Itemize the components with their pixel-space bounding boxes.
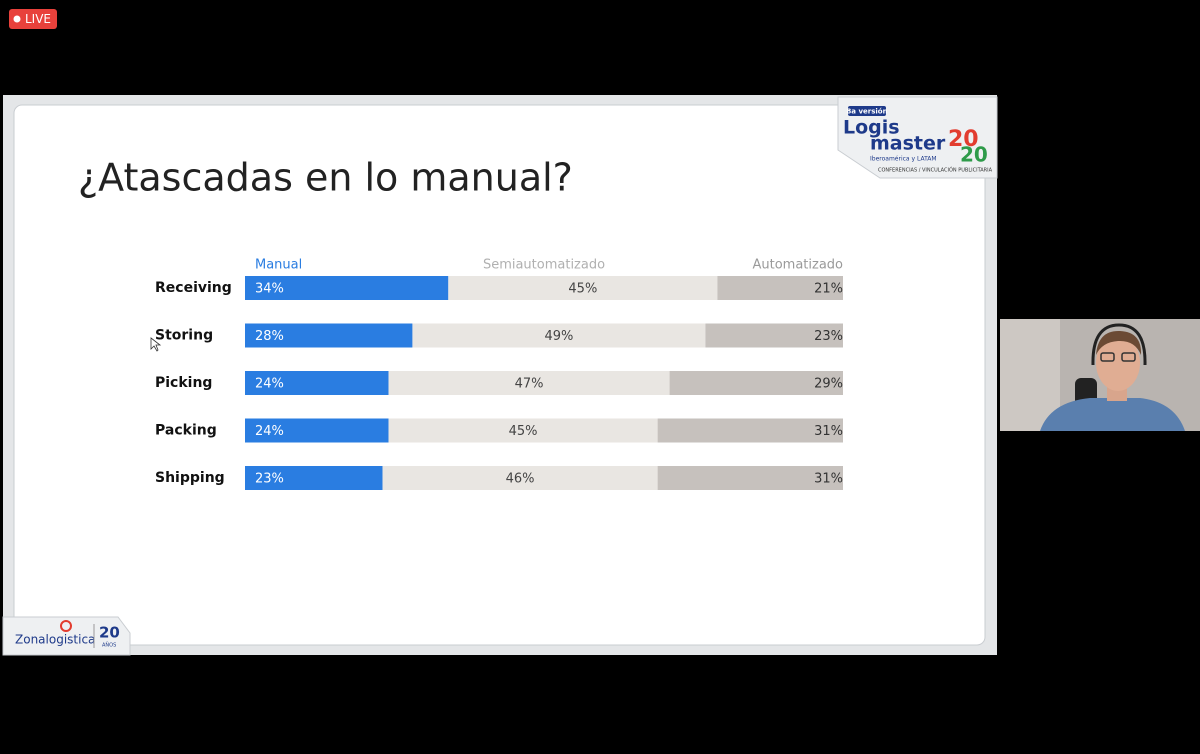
bar-segment <box>245 466 383 490</box>
webcam-face <box>1096 335 1140 391</box>
webcam-wall <box>1000 319 1060 431</box>
value-label: 31% <box>814 424 843 439</box>
value-label: 23% <box>255 472 284 487</box>
logo-year: 20 <box>948 127 979 152</box>
logo-word: master <box>870 133 946 155</box>
webcam-shirt <box>1040 398 1185 431</box>
legend-label: Automatizado <box>752 258 843 273</box>
bar-segment <box>388 418 658 443</box>
value-label: 45% <box>568 282 597 297</box>
value-label: 46% <box>506 472 535 487</box>
webcam-hair <box>1096 330 1142 355</box>
slide-title: ¿Atascadas en lo manual? <box>78 156 573 200</box>
chart: Manual Semiautomatizado Automatizado Receiv… <box>155 258 843 490</box>
bar-segment <box>382 466 658 490</box>
footer-icon <box>60 620 72 632</box>
webcam-glasses <box>1100 352 1115 362</box>
value-label: 21% <box>814 282 843 297</box>
value-label: 23% <box>814 329 843 344</box>
category-label: Storing <box>155 328 213 344</box>
logo-tagline: CONFERENCIAS / VINCULACIÓN PUBLICITARIA <box>878 167 993 174</box>
bar-segment <box>245 276 449 300</box>
bar-segment <box>669 371 843 395</box>
category-label: Shipping <box>155 470 225 486</box>
webcam-tile[interactable] <box>1000 319 1200 431</box>
category-label: Packing <box>155 423 217 439</box>
category-label: Receiving <box>155 280 232 296</box>
category-label: Picking <box>155 375 212 391</box>
mouse-cursor <box>150 337 162 352</box>
footer-years: 20 <box>99 624 120 642</box>
footer-brand: Zonalogistica <box>15 633 95 647</box>
value-label: 45% <box>509 424 538 439</box>
bar-segment <box>657 466 843 490</box>
bar-segment <box>705 323 843 348</box>
live-dot <box>13 15 21 23</box>
bar-segment <box>657 418 843 443</box>
live-text: LIVE <box>25 12 51 26</box>
bar-segment <box>717 276 843 300</box>
bar-segment <box>412 323 706 348</box>
bar-segment <box>245 418 389 443</box>
logo-region: Iberoamérica y LATAM <box>870 156 937 163</box>
value-label: 49% <box>544 329 573 344</box>
value-label: 31% <box>814 472 843 487</box>
live-badge[interactable] <box>9 9 57 29</box>
logo-panel <box>837 96 998 179</box>
webcam-glasses <box>1121 352 1136 362</box>
footer-panel <box>2 616 131 656</box>
bar-segment <box>245 371 389 395</box>
value-label: 29% <box>814 377 843 392</box>
bar-segment <box>245 323 413 348</box>
logo-word: Logis <box>843 117 900 139</box>
value-label: 28% <box>255 329 284 344</box>
value-label: 47% <box>515 377 544 392</box>
legend-label: Semiautomatizado <box>483 258 605 273</box>
value-label: 24% <box>255 377 284 392</box>
logo-year: 20 <box>960 143 988 167</box>
value-label: 34% <box>255 282 284 297</box>
webcam-headset <box>1091 323 1147 366</box>
legend-label: Manual <box>255 258 302 273</box>
bar-segment <box>388 371 670 395</box>
footer-years-word: AÑOS <box>102 642 116 649</box>
edition-badge <box>848 106 886 116</box>
value-label: 24% <box>255 424 284 439</box>
bar-segment <box>448 276 718 300</box>
logo-edition: 8a versión <box>846 108 887 116</box>
